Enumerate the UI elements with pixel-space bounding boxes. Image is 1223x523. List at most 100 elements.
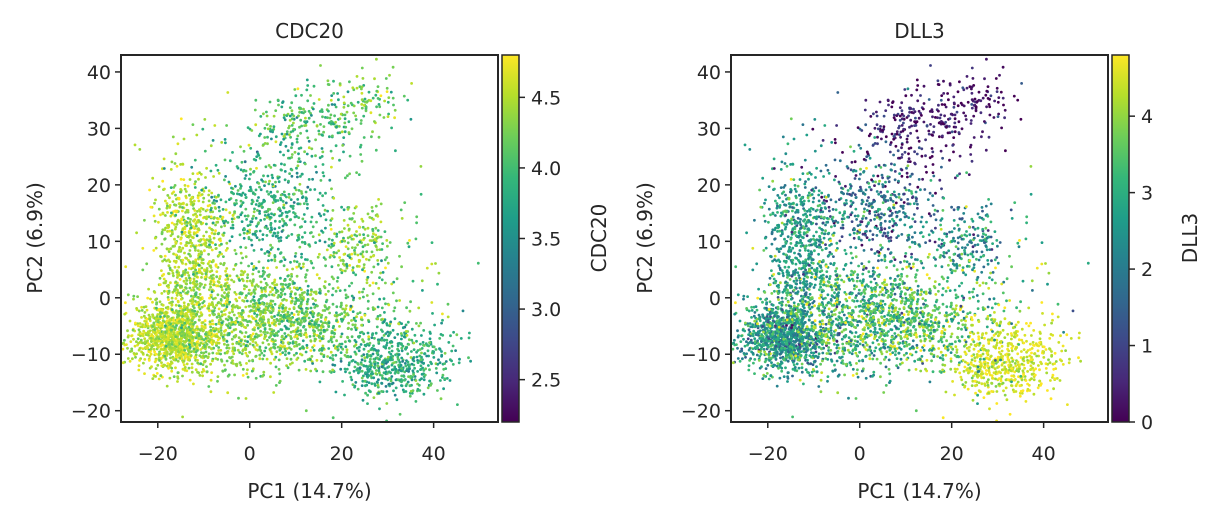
- data-point: [278, 372, 282, 376]
- data-point: [395, 277, 399, 281]
- data-point: [327, 347, 331, 350]
- data-point: [415, 339, 418, 343]
- data-point: [196, 310, 200, 314]
- data-point: [185, 220, 189, 224]
- data-point: [151, 325, 155, 328]
- data-point: [360, 98, 364, 101]
- data-point: [273, 302, 277, 306]
- data-point: [300, 321, 303, 324]
- data-point: [286, 333, 290, 337]
- data-point: [330, 165, 333, 169]
- data-point: [196, 340, 200, 343]
- data-point: [384, 266, 387, 270]
- data-point: [366, 275, 370, 279]
- data-point: [258, 212, 261, 215]
- data-point: [334, 120, 337, 124]
- data-point: [407, 245, 411, 249]
- data-point: [348, 284, 351, 288]
- data-point: [293, 212, 297, 216]
- data-point: [181, 374, 184, 378]
- data-point: [269, 243, 272, 247]
- data-point: [352, 111, 356, 115]
- data-point: [190, 200, 194, 204]
- data-point: [305, 343, 309, 347]
- data-point: [367, 374, 371, 377]
- data-point: [282, 135, 286, 138]
- data-point: [375, 351, 379, 355]
- data-point: [319, 316, 323, 319]
- data-point: [254, 203, 258, 206]
- data-point: [440, 354, 443, 358]
- data-point: [321, 204, 325, 207]
- data-point: [378, 373, 382, 377]
- data-point: [386, 360, 389, 364]
- data-point: [192, 288, 196, 292]
- data-point: [306, 358, 310, 361]
- data-point: [241, 309, 244, 312]
- data-point: [239, 261, 243, 265]
- data-point: [148, 317, 152, 321]
- data-point: [194, 285, 198, 288]
- data-point: [182, 288, 186, 292]
- data-point: [272, 318, 276, 322]
- data-point: [219, 215, 222, 218]
- data-point: [184, 326, 188, 330]
- data-point: [197, 219, 201, 222]
- data-point: [277, 206, 281, 210]
- data-point: [210, 231, 214, 235]
- data-point: [268, 304, 271, 307]
- data-point: [235, 341, 239, 345]
- data-point: [290, 156, 294, 159]
- data-point: [386, 261, 390, 265]
- data-point: [391, 96, 395, 100]
- data-point: [323, 286, 327, 290]
- data-point: [250, 281, 254, 285]
- data-point: [321, 321, 325, 325]
- data-point: [364, 431, 367, 434]
- data-point: [360, 217, 364, 221]
- data-point: [365, 250, 369, 254]
- data-point: [322, 355, 326, 358]
- data-point: [330, 337, 333, 341]
- data-point: [323, 208, 327, 212]
- data-point: [352, 369, 356, 373]
- colorbar-tick-label: 3.5: [531, 229, 561, 251]
- data-point: [371, 333, 374, 337]
- data-point: [186, 271, 190, 275]
- data-point: [291, 330, 295, 333]
- data-point: [161, 212, 165, 216]
- data-point: [375, 89, 379, 93]
- data-point: [416, 359, 419, 362]
- data-point: [211, 201, 215, 205]
- data-point: [197, 334, 201, 338]
- data-point: [461, 309, 465, 313]
- data-point: [163, 228, 167, 232]
- data-point: [200, 266, 204, 270]
- data-point: [305, 197, 308, 201]
- data-point: [262, 200, 265, 204]
- data-point: [259, 286, 263, 290]
- data-point: [306, 289, 310, 292]
- data-point: [389, 352, 393, 356]
- data-point: [194, 268, 198, 272]
- data-point: [153, 291, 157, 294]
- data-point: [348, 217, 352, 221]
- data-point: [169, 234, 173, 238]
- data-point: [282, 190, 286, 194]
- data-point: [221, 208, 225, 211]
- data-point: [187, 350, 191, 354]
- data-point: [171, 200, 175, 204]
- data-point: [182, 328, 186, 332]
- data-point: [280, 293, 284, 297]
- data-point: [274, 109, 278, 112]
- data-point: [412, 341, 416, 345]
- data-point: [317, 98, 321, 101]
- data-point: [150, 340, 153, 343]
- data-point: [370, 239, 374, 243]
- data-point: [245, 299, 249, 303]
- data-point: [336, 348, 340, 352]
- data-point: [318, 349, 321, 352]
- data-point: [230, 330, 234, 334]
- data-point: [283, 163, 286, 167]
